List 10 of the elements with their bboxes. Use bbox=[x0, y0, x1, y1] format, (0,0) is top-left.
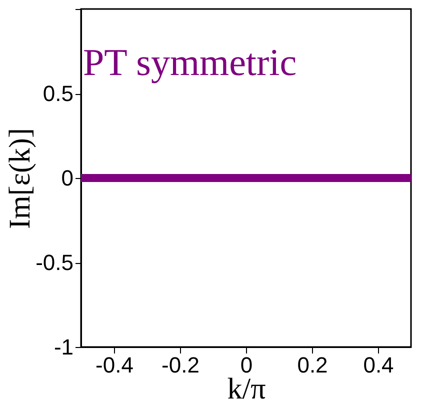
x-tick-label: -0.2 bbox=[162, 352, 200, 378]
x-tick-label: 0.2 bbox=[297, 352, 328, 378]
x-tick-label: 0.4 bbox=[363, 352, 394, 378]
y-tick-label: 0 bbox=[61, 166, 74, 190]
y-tick-label: -0.5 bbox=[36, 250, 74, 275]
y-tick-label: 0.5 bbox=[42, 81, 74, 106]
y-tick-label: -1 bbox=[54, 334, 74, 360]
y-axis-title: Im[ε(k)] bbox=[4, 128, 37, 229]
annotation: PT symmetric bbox=[83, 42, 297, 84]
x-tick-label: -0.4 bbox=[96, 352, 134, 378]
